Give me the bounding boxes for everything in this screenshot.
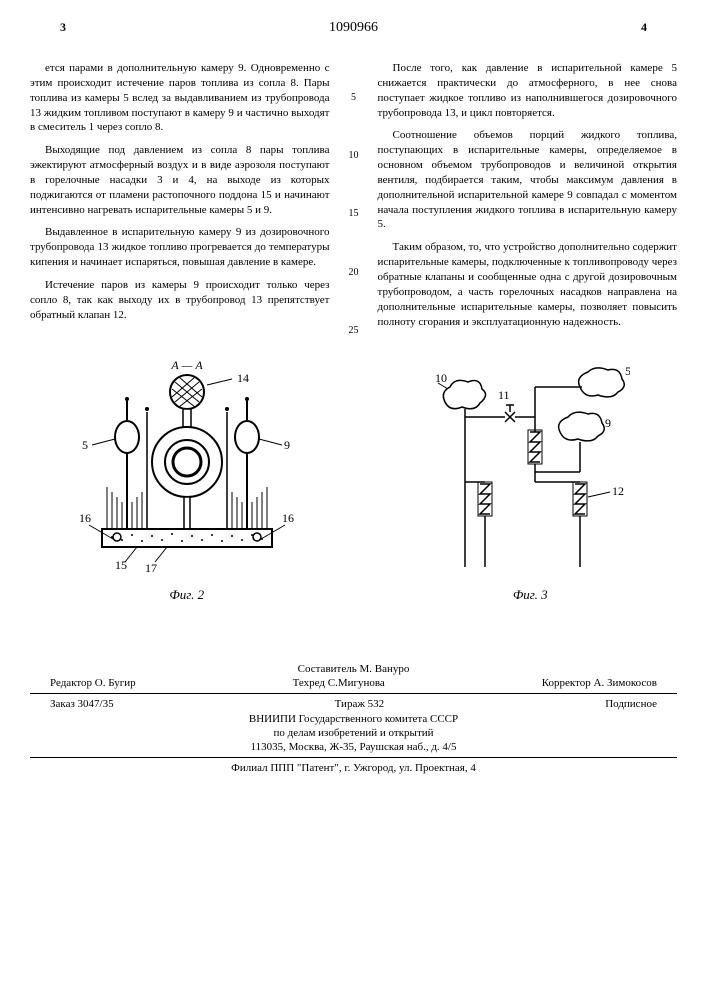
techred: Техред С.Мигунова (293, 677, 385, 689)
label-9: 9 (284, 438, 290, 452)
figure-3: 10 5 9 11 (430, 357, 630, 603)
label-9: 9 (605, 416, 611, 430)
label-5: 5 (625, 364, 630, 378)
left-column: ется парами в дополнительную камеру 9. О… (30, 61, 330, 337)
footer: Составитель М. Вануро Редактор О. Бугир … (30, 663, 677, 774)
figure-2-svg: А — А 14 (77, 357, 297, 577)
figure-2: А — А 14 (77, 357, 297, 603)
label-15: 15 (115, 558, 127, 572)
figure-2-caption: Фиг. 2 (77, 587, 297, 603)
page-num-right: 4 (641, 20, 647, 35)
label-5: 5 (82, 438, 88, 452)
corrector: Корректор А. Зимокосов (542, 677, 657, 689)
label-14: 14 (237, 371, 249, 385)
line-marker: 20 (345, 266, 363, 280)
paragraph: После того, как давление в испарительной… (378, 61, 678, 120)
right-column: После того, как давление в испарительной… (378, 61, 678, 337)
org1: ВНИИПИ Государственного комитета СССР (30, 713, 677, 725)
label-12: 12 (612, 484, 624, 498)
paragraph: Соотношение объемов порций жидкого топли… (378, 128, 678, 232)
compiler: Составитель М. Вануро (30, 663, 677, 675)
subscription: Подписное (605, 698, 657, 710)
paragraph: Выдавленное в испарительную камеру 9 из … (30, 225, 330, 270)
label-16a: 16 (79, 511, 91, 525)
editor: Редактор О. Бугир (50, 677, 136, 689)
label-17: 17 (145, 561, 157, 575)
paragraph: Таким образом, то, что устройство дополн… (378, 240, 678, 329)
branch: Филиал ППП "Патент", г. Ужгород, ул. Про… (30, 762, 677, 774)
label-16b: 16 (282, 511, 294, 525)
order: Заказ 3047/35 (50, 698, 114, 710)
line-marker: 10 (345, 149, 363, 163)
patent-number: 1090966 (30, 20, 677, 36)
paragraph: Истечение паров из камеры 9 происходит т… (30, 278, 330, 323)
page-num-left: 3 (60, 20, 66, 35)
line-marker: 5 (345, 91, 363, 105)
patent-page: 3 4 1090966 ется парами в дополнительную… (0, 0, 707, 1000)
figure-3-caption: Фиг. 3 (430, 587, 630, 603)
line-marker: 15 (345, 207, 363, 221)
figure-3-svg: 10 5 9 11 (430, 357, 630, 577)
line-marker: 25 (345, 324, 363, 338)
label-10: 10 (435, 371, 447, 385)
section-label: А — А (170, 358, 203, 372)
circulation: Тираж 532 (335, 698, 385, 710)
figures-row: А — А 14 (30, 357, 677, 603)
address1: 113035, Москва, Ж-35, Раушская наб., д. … (30, 741, 677, 753)
text-columns: ется парами в дополнительную камеру 9. О… (30, 61, 677, 337)
org2: по делам изобретений и открытий (30, 727, 677, 739)
paragraph: ется парами в дополнительную камеру 9. О… (30, 61, 330, 135)
label-11: 11 (498, 388, 510, 402)
paragraph: Выходящие под давлением из сопла 8 пары … (30, 143, 330, 217)
line-number-gutter: 5 10 15 20 25 (345, 61, 363, 337)
